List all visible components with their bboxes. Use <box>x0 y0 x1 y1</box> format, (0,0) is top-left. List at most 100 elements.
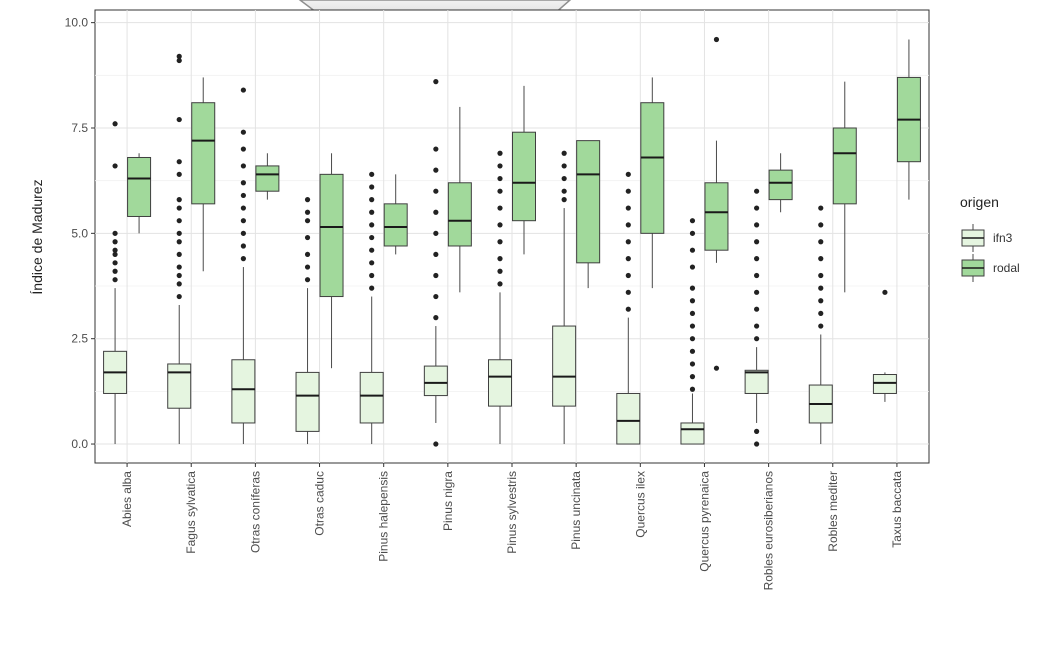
box-rodal <box>576 140 601 289</box>
outlier-point <box>625 272 631 279</box>
outlier-point <box>369 260 375 266</box>
box-rodal <box>447 106 472 293</box>
box-ifn3 <box>680 218 705 445</box>
box-rodal <box>768 153 793 213</box>
box-iqr <box>680 422 705 445</box>
legend: origen ifn3 rodal <box>960 194 1020 282</box>
outlier-point <box>240 163 246 169</box>
outlier-point <box>818 256 824 262</box>
outlier-point <box>176 197 182 203</box>
outlier-point <box>754 323 760 329</box>
legend-title: origen <box>960 194 999 210</box>
outlier-point <box>689 298 696 304</box>
outlier-point <box>689 285 696 291</box>
outlier-point <box>176 281 182 287</box>
outlier-point <box>240 129 246 135</box>
outlier-point <box>369 209 375 215</box>
box-rodal <box>896 39 921 200</box>
outlier-point <box>433 209 439 215</box>
outlier-point <box>754 306 760 312</box>
outlier-point <box>561 188 567 194</box>
box-iqr <box>552 325 577 407</box>
outlier-point <box>176 205 182 211</box>
outlier-point <box>240 146 246 152</box>
y-tick-label: 7.5 <box>71 121 88 135</box>
outlier-point <box>497 256 503 262</box>
outlier-point <box>304 218 311 224</box>
x-tick-label: Fagus sylvatica <box>184 471 198 554</box>
box-iqr <box>447 182 472 247</box>
box-ifn3 <box>231 87 256 445</box>
box-ifn3 <box>744 188 769 447</box>
box-ifn3 <box>488 150 512 445</box>
outlier-point <box>625 306 631 312</box>
box-rodal <box>640 77 665 289</box>
box-ifn3 <box>359 171 384 445</box>
legend-items: ifn3 rodal <box>961 224 1020 282</box>
outlier-point <box>818 298 824 304</box>
outlier-point <box>112 260 118 266</box>
outlier-point <box>754 239 760 245</box>
legend-label: rodal <box>993 261 1020 275</box>
x-tick-label: Robles mediter <box>826 471 840 552</box>
outlier-point <box>433 79 439 85</box>
box-ifn3 <box>167 53 192 445</box>
outlier-point <box>112 163 118 169</box>
outlier-point <box>433 272 439 279</box>
x-tick-label: Quercus pyrenaica <box>697 471 711 572</box>
box-rodal <box>832 81 857 293</box>
box-rodal <box>255 153 280 200</box>
outlier-point <box>689 336 696 342</box>
outlier-point <box>754 256 760 262</box>
outlier-point <box>433 251 439 258</box>
outlier-point <box>240 87 246 93</box>
outlier-point <box>176 230 182 236</box>
outlier-point <box>112 230 118 236</box>
outlier-point <box>497 150 503 156</box>
box-ifn3 <box>103 121 128 445</box>
outlier-point <box>176 159 182 165</box>
outlier-point <box>433 315 439 321</box>
outlier-point <box>176 53 182 59</box>
outlier-point <box>369 222 375 228</box>
outlier-point <box>818 222 824 228</box>
outlier-point <box>497 188 503 194</box>
outlier-point <box>240 180 246 186</box>
outlier-point <box>304 264 311 270</box>
box-ifn3 <box>872 289 897 402</box>
box-iqr <box>359 371 384 424</box>
outlier-point <box>369 171 375 177</box>
outlier-point <box>818 205 824 211</box>
outlier-point <box>625 188 631 194</box>
outlier-point <box>818 323 824 329</box>
outlier-point <box>561 197 567 203</box>
y-tick-label: 0.0 <box>71 437 88 451</box>
legend-label: ifn3 <box>993 231 1013 245</box>
outlier-point <box>240 230 246 236</box>
outlier-point <box>240 205 246 211</box>
outlier-point <box>176 239 182 245</box>
box-ifn3 <box>808 205 833 445</box>
outlier-point <box>433 146 439 152</box>
outlier-point <box>433 441 439 447</box>
outlier-point <box>497 163 503 169</box>
outlier-point <box>240 192 246 199</box>
x-tick-label: Otras coníferas <box>248 471 262 553</box>
outlier-point <box>689 374 696 380</box>
outlier-point <box>112 247 118 253</box>
y-axis: 0.0 2.5 5.0 7.5 10.0 <box>65 16 95 451</box>
outlier-point <box>176 251 182 258</box>
outlier-point <box>818 310 824 317</box>
outlier-point <box>176 57 182 64</box>
outlier-point <box>433 293 439 300</box>
outlier-point <box>818 239 824 245</box>
box-rodal <box>127 153 152 234</box>
legend-item-ifn3: ifn3 <box>961 224 1013 252</box>
box-iqr <box>231 359 256 424</box>
outlier-point <box>176 264 182 270</box>
box-ifn3 <box>616 171 641 445</box>
outlier-point <box>754 289 760 295</box>
outlier-point <box>433 230 439 236</box>
outlier-point <box>689 310 696 317</box>
outlier-point <box>112 121 118 127</box>
